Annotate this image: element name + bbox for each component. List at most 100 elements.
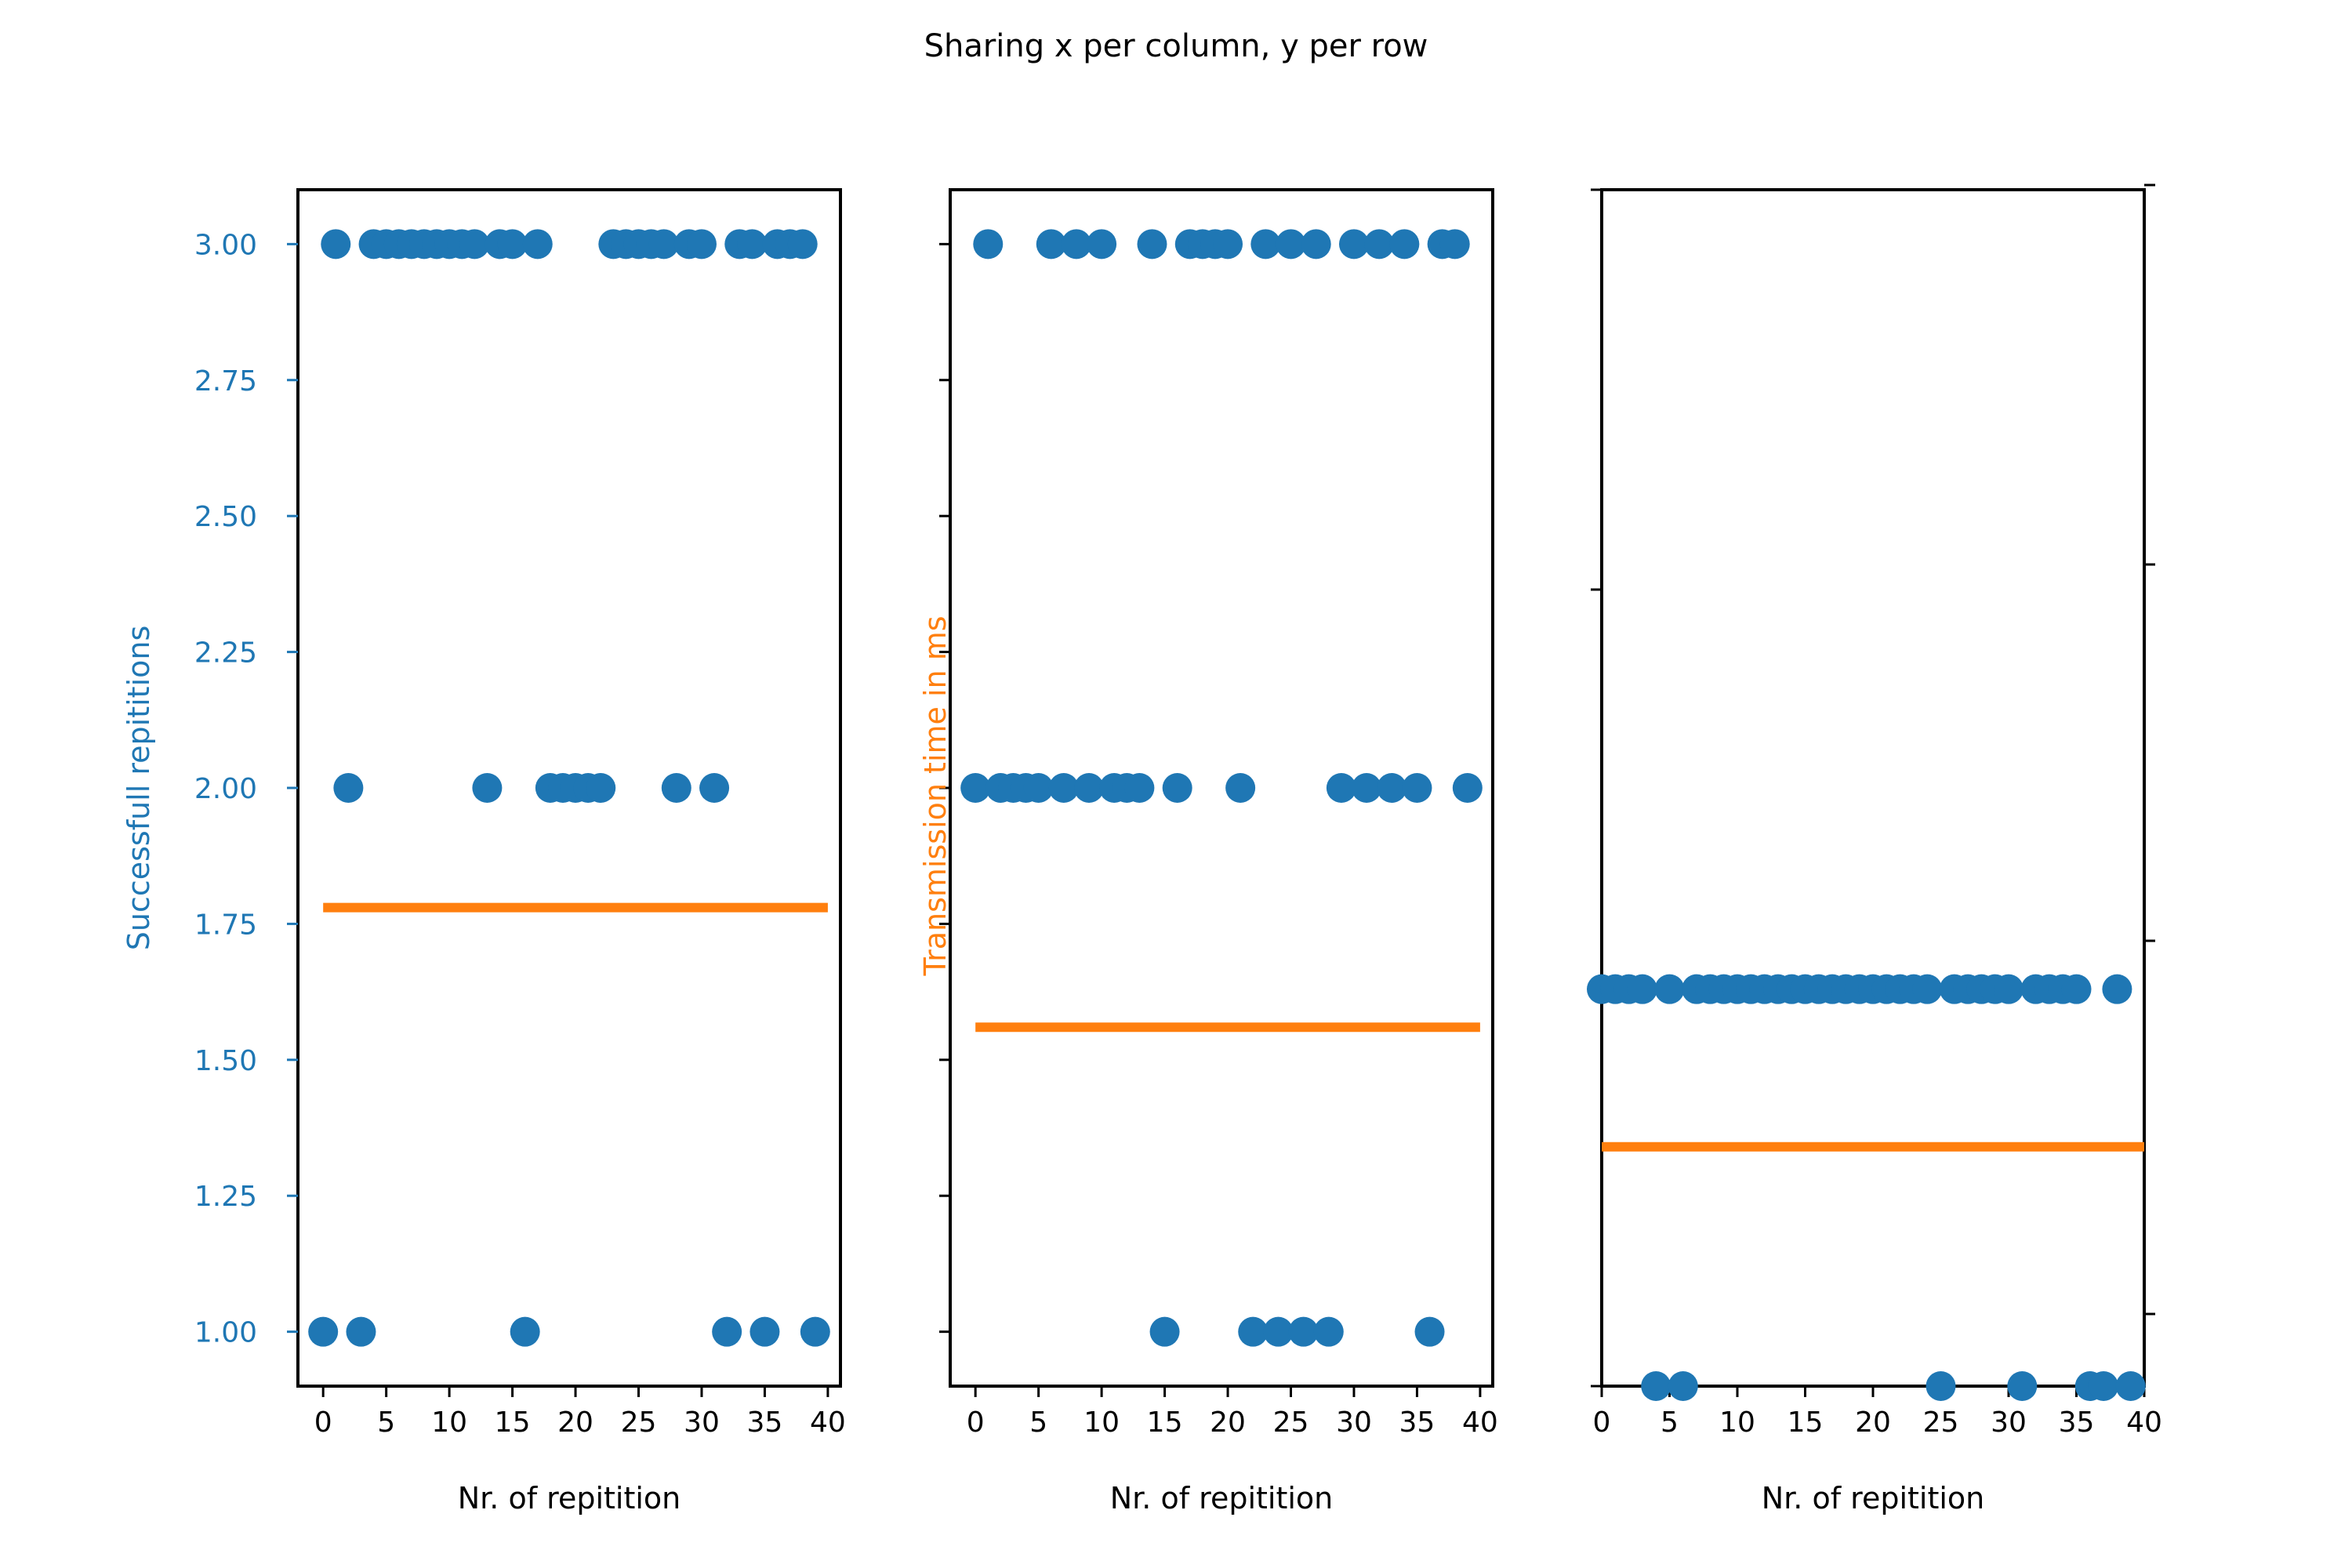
data-point	[2007, 1371, 2038, 1401]
x-tick-label: 10	[431, 1406, 467, 1439]
data-point	[1074, 773, 1105, 803]
x-tick-label: 30	[1991, 1406, 2027, 1439]
y-tick-label: 2.50	[194, 501, 257, 533]
data-point	[1452, 773, 1483, 803]
x-tick-label: 5	[1029, 1406, 1047, 1439]
y-tick-label: 2.25	[194, 637, 257, 670]
data-point	[1994, 974, 2024, 1004]
data-point	[1149, 1316, 1180, 1347]
x-axis-label: Nr. of repitition	[1110, 1481, 1334, 1515]
data-point	[1023, 773, 1054, 803]
panel-3: 0 5 10 15 20 25 30 35 40 Nr. of repitition	[1587, 183, 2162, 1515]
data-point	[2115, 1371, 2146, 1401]
data-point	[960, 773, 991, 803]
x-tick-label: 5	[377, 1406, 395, 1439]
data-point	[661, 773, 691, 803]
data-point	[1389, 229, 1420, 260]
data-point	[1326, 773, 1356, 803]
x-tick-label: 0	[1593, 1406, 1611, 1439]
data-point	[1439, 229, 1470, 260]
x-tick-label: 20	[1855, 1406, 1891, 1439]
y-axis-label: Successfull repititions	[122, 626, 156, 951]
data-point	[1301, 229, 1331, 260]
data-point	[1364, 229, 1395, 260]
figure-suptitle: Sharing x per column, y per row	[924, 28, 1428, 64]
data-point	[2061, 974, 2092, 1004]
data-point	[1276, 229, 1306, 260]
data-point	[1087, 229, 1117, 260]
data-point	[1377, 773, 1407, 803]
panels-group: 0 5 10 15 20 25 30 35 40 Nr. of repitition 1.00 1.2…	[122, 183, 2162, 1515]
y-tick-label: 2.75	[194, 365, 257, 397]
x-tick-label: 20	[557, 1406, 593, 1439]
data-point	[1338, 229, 1369, 260]
data-point	[1402, 773, 1432, 803]
data-point	[1263, 1316, 1294, 1347]
data-point	[686, 229, 717, 260]
data-point	[648, 229, 679, 260]
data-point	[2089, 1371, 2119, 1401]
panel-1: 0 5 10 15 20 25 30 35 40 Nr. of repitition 1.00 1.2…	[122, 188, 846, 1515]
data-point	[1213, 229, 1243, 260]
data-point	[1162, 773, 1192, 803]
x-tick-label: 40	[2126, 1406, 2162, 1439]
x-tick-label: 35	[747, 1406, 783, 1439]
data-point	[1641, 1371, 1671, 1401]
data-point	[1313, 1316, 1344, 1347]
x-tick-label: 0	[967, 1406, 985, 1439]
data-point	[1352, 773, 1382, 803]
data-point	[459, 229, 490, 260]
x-tick-label: 25	[1923, 1406, 1959, 1439]
secondary-y-axis-label: Transmission time in ms	[918, 615, 953, 976]
x-axis-label: Nr. of repitition	[458, 1481, 681, 1515]
x-tick-label: 5	[1661, 1406, 1679, 1439]
data-point	[346, 1316, 376, 1347]
data-point	[1124, 773, 1155, 803]
data-point	[1061, 229, 1091, 260]
x-tick-label: 40	[1462, 1406, 1498, 1439]
x-tick-label: 15	[1788, 1406, 1824, 1439]
data-point	[712, 1316, 742, 1347]
y-tick-label: 1.00	[194, 1317, 257, 1349]
data-point	[800, 1316, 830, 1347]
data-point	[1036, 229, 1066, 260]
data-point	[308, 1316, 339, 1347]
data-point	[1225, 773, 1256, 803]
y-tick-label: 1.50	[194, 1045, 257, 1077]
x-tick-label: 20	[1210, 1406, 1246, 1439]
x-axis-label: Nr. of repitition	[1762, 1481, 1985, 1515]
data-point	[1668, 1371, 1698, 1401]
x-tick-label: 30	[684, 1406, 720, 1439]
data-point	[787, 229, 818, 260]
y-tick-label: 1.25	[194, 1181, 257, 1213]
data-point	[699, 773, 730, 803]
data-point	[497, 229, 528, 260]
data-point	[1912, 974, 1943, 1004]
x-tick-label: 25	[621, 1406, 657, 1439]
x-tick-label: 25	[1273, 1406, 1309, 1439]
data-point	[737, 229, 768, 260]
x-tick-label: 15	[1147, 1406, 1183, 1439]
data-point	[1926, 1371, 1956, 1401]
x-tick-label: 35	[2059, 1406, 2095, 1439]
data-point	[472, 773, 503, 803]
y-tick-label: 2.00	[194, 773, 257, 805]
x-tick-label: 40	[810, 1406, 846, 1439]
y-tick-label: 1.75	[194, 909, 257, 941]
data-point	[1627, 974, 1657, 1004]
panel-2: 0 5 10 15 20 25 30 35 40 Nr. of repitition Transmi…	[918, 188, 1498, 1515]
data-point	[1414, 1316, 1445, 1347]
data-point	[973, 229, 1004, 260]
data-point	[750, 1316, 780, 1347]
data-point	[1288, 1316, 1319, 1347]
x-tick-label: 15	[495, 1406, 531, 1439]
x-tick-label: 30	[1336, 1406, 1372, 1439]
data-point	[510, 1316, 540, 1347]
data-point	[2102, 974, 2132, 1004]
data-point	[1250, 229, 1281, 260]
data-point	[1137, 229, 1167, 260]
x-tick-label: 0	[314, 1406, 332, 1439]
data-point	[1238, 1316, 1269, 1347]
x-tick-label: 35	[1399, 1406, 1436, 1439]
